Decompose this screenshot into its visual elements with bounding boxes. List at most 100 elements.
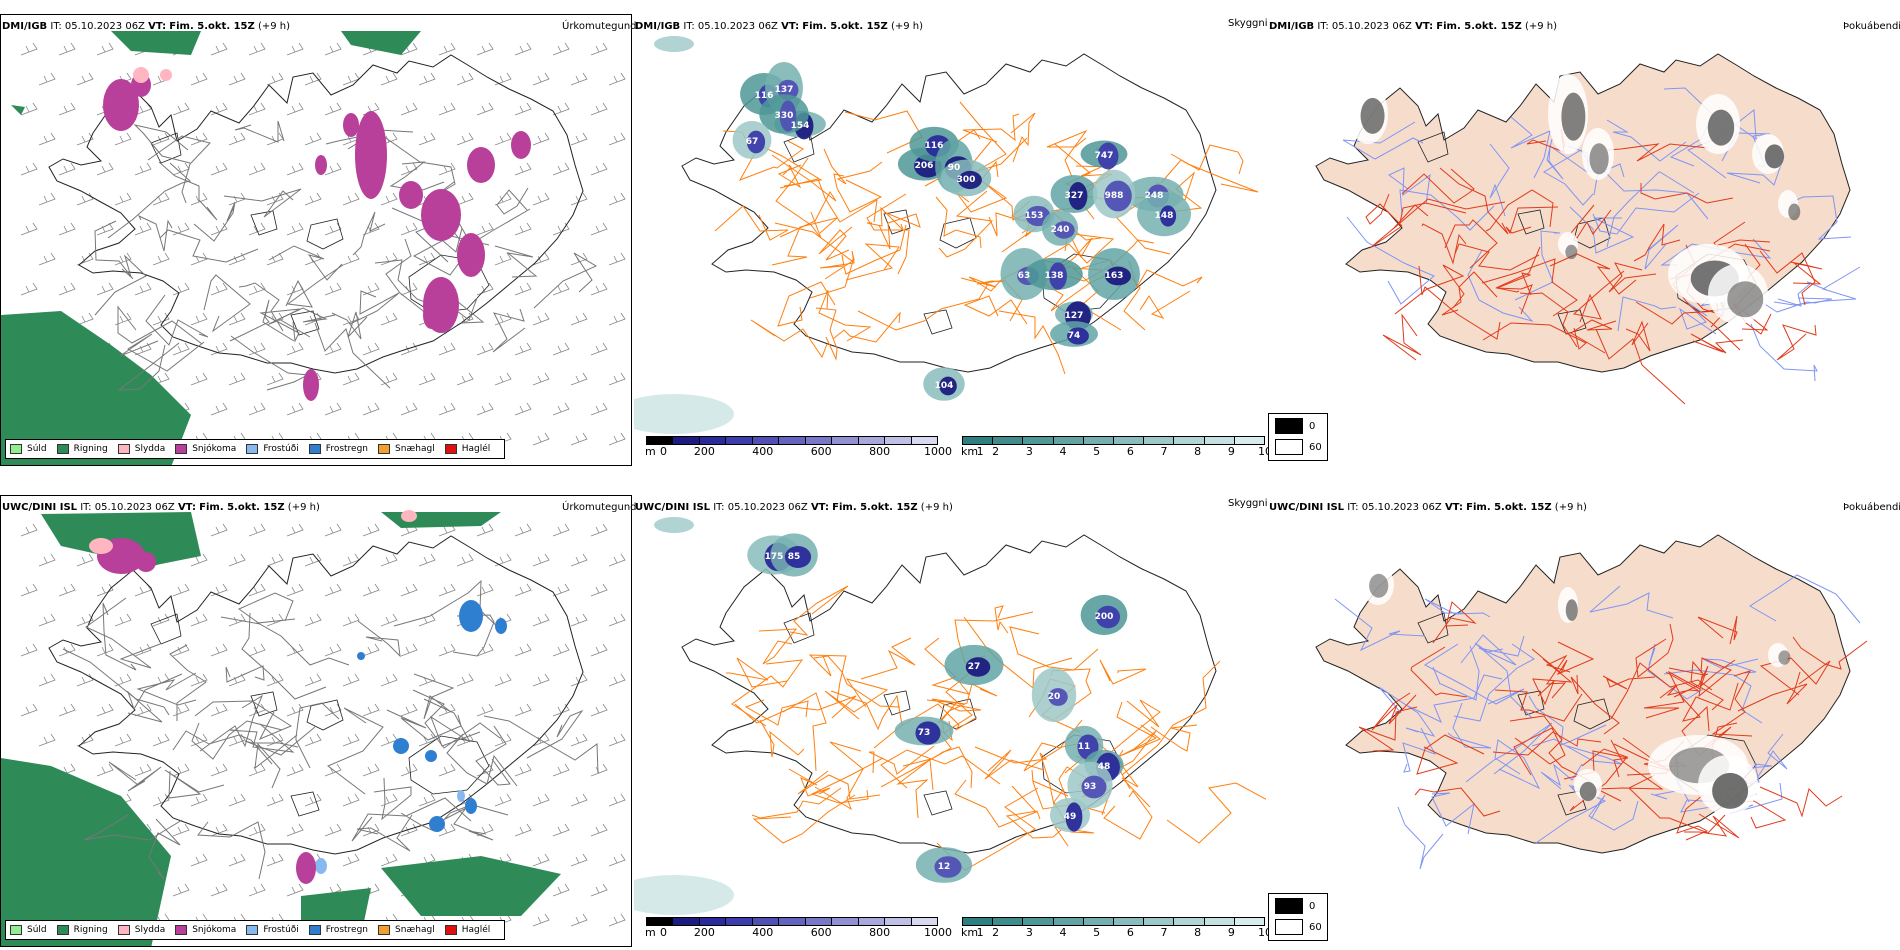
colorbar-cell bbox=[647, 918, 674, 925]
wind-barb bbox=[38, 132, 56, 146]
colorbar-cell bbox=[1204, 437, 1235, 444]
colorbar-cell bbox=[832, 437, 859, 444]
wind-barb bbox=[418, 132, 436, 146]
road-line bbox=[1166, 782, 1266, 844]
wind-barb bbox=[608, 793, 626, 807]
wind-barb bbox=[114, 673, 132, 687]
glacier-outline bbox=[306, 218, 344, 250]
snow-area bbox=[296, 852, 316, 884]
colorbar-tick: 200 bbox=[693, 926, 715, 939]
cloud-base-label: 85 bbox=[788, 552, 801, 562]
colorbar-unit: km bbox=[961, 445, 979, 458]
legend-label: Snæhagl bbox=[395, 925, 435, 935]
wind-barb bbox=[494, 673, 512, 687]
road-line bbox=[1482, 322, 1587, 350]
low-ceiling-area bbox=[1053, 221, 1075, 239]
fog-legend-item: 60 bbox=[1275, 439, 1322, 455]
legend-item: Frostregn bbox=[308, 925, 368, 935]
colorbar-cell bbox=[805, 918, 833, 925]
rain-area bbox=[11, 105, 25, 115]
colorbar-cell bbox=[673, 918, 700, 925]
legend-item: Snæhagl bbox=[378, 444, 435, 454]
road-line bbox=[169, 644, 207, 721]
legend-swatch bbox=[10, 925, 22, 935]
legend-item: Snjókoma bbox=[175, 925, 236, 935]
wind-barb bbox=[590, 523, 608, 537]
fog-legend-swatch bbox=[1275, 898, 1303, 914]
road-line bbox=[475, 725, 511, 786]
colorbar-cell bbox=[911, 437, 937, 444]
road-line bbox=[229, 299, 295, 342]
wind-barb bbox=[362, 402, 380, 416]
road-line bbox=[126, 673, 183, 723]
colorbar-strip bbox=[646, 917, 938, 926]
colorbar-tick: 600 bbox=[810, 445, 832, 458]
road-line bbox=[1010, 112, 1036, 163]
snow-area bbox=[421, 189, 461, 241]
ceiling-colorbar-uwc: 0 200 400 600 800 1000 m bbox=[645, 917, 952, 939]
wind-barb bbox=[380, 613, 398, 627]
wind-barb bbox=[324, 703, 342, 717]
colorbar-cell bbox=[1114, 918, 1145, 925]
snow-area bbox=[399, 181, 423, 209]
wind-barb bbox=[438, 643, 456, 657]
road-line bbox=[1399, 189, 1495, 231]
sleet-area bbox=[401, 510, 417, 522]
colorbar-cell bbox=[805, 437, 833, 444]
cloud-base-label: 48 bbox=[1098, 762, 1111, 772]
road-line bbox=[775, 157, 822, 239]
legend-swatch bbox=[56, 444, 69, 454]
iceland-coastline bbox=[48, 54, 584, 374]
wind-barb bbox=[248, 643, 266, 657]
road-line bbox=[994, 605, 1009, 634]
wind-barb bbox=[266, 793, 284, 807]
wind-barb bbox=[532, 913, 550, 927]
wind-barb bbox=[248, 523, 266, 537]
road-line bbox=[1467, 249, 1534, 322]
wind-barb bbox=[456, 192, 474, 206]
road-line bbox=[1617, 296, 1677, 332]
road-line bbox=[734, 695, 857, 724]
wind-barb bbox=[58, 643, 76, 657]
precip-header-uwc: UWC/DINI ISL IT: 05.10.2023 06Z VT: Fim.… bbox=[2, 502, 320, 513]
wind-barb bbox=[228, 673, 246, 687]
wind-barb bbox=[438, 763, 456, 777]
wind-barb bbox=[532, 372, 550, 386]
glacier-outline bbox=[150, 132, 182, 164]
road-line bbox=[1401, 168, 1475, 204]
road-line bbox=[356, 814, 413, 852]
road-line bbox=[483, 715, 599, 774]
colorbar-tick: 4 bbox=[1059, 926, 1067, 939]
colorbar-cell bbox=[1053, 437, 1084, 444]
wind-barb bbox=[590, 703, 608, 717]
precip-legend: Súld Rigning Slydda Snjókoma Frostúði Frostre… bbox=[5, 439, 506, 459]
road-line bbox=[158, 161, 218, 221]
sleet-area bbox=[89, 538, 113, 554]
wind-barb bbox=[228, 192, 246, 206]
road-line bbox=[1640, 183, 1734, 204]
road-line bbox=[1453, 643, 1535, 722]
road-line bbox=[1540, 763, 1583, 790]
low-ceiling-area bbox=[1081, 775, 1107, 799]
wind-barb bbox=[552, 763, 570, 777]
road-line bbox=[941, 667, 977, 734]
road-line bbox=[108, 761, 162, 792]
wind-barb bbox=[438, 162, 456, 176]
colorbar-tick: 2 bbox=[992, 445, 1000, 458]
wind-barb bbox=[514, 823, 532, 837]
cloud-base-label: 49 bbox=[1064, 812, 1077, 822]
ceiling-colorbar-dmi: 0 200 400 600 800 1000 m bbox=[645, 436, 952, 458]
cloud-base-label: 154 bbox=[791, 121, 810, 131]
colorbar-strip bbox=[962, 917, 1265, 926]
legend-item: Rigning bbox=[56, 444, 108, 454]
road-line bbox=[1773, 266, 1861, 306]
wind-barb bbox=[342, 72, 360, 86]
wind-barb bbox=[20, 282, 38, 296]
road-line bbox=[1495, 272, 1532, 296]
colorbar-unit: m bbox=[645, 445, 656, 458]
cloud-base-label: 240 bbox=[1051, 225, 1070, 235]
wind-barb bbox=[552, 282, 570, 296]
wind-barb bbox=[152, 252, 170, 266]
fog-header-dmi: DMI/IGB IT: 05.10.2023 06Z VT: Fim. 5.ok… bbox=[1269, 21, 1558, 32]
